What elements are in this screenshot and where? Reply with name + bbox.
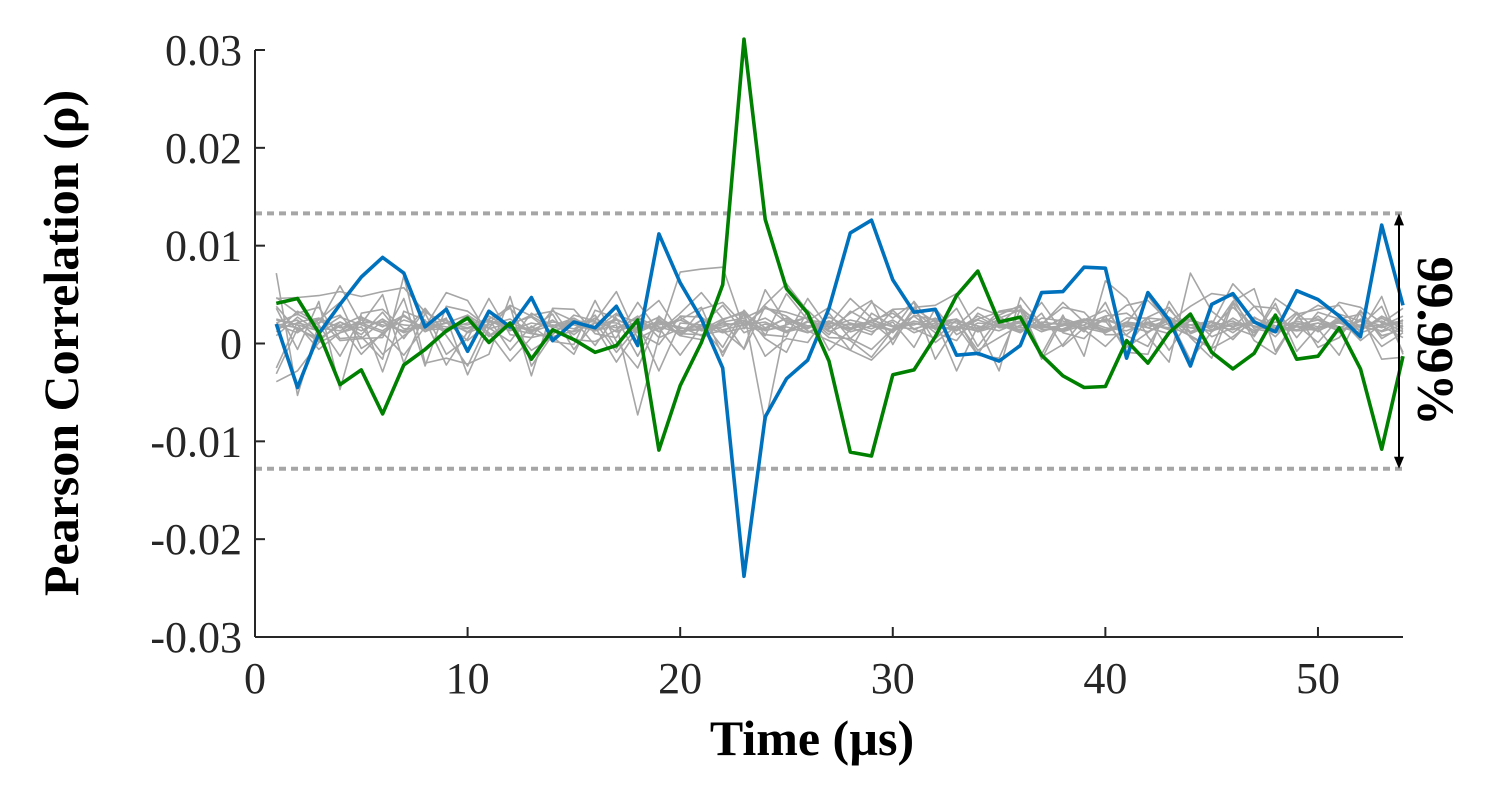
x-tick-label: 20 [658, 654, 702, 703]
series-line-gray [275, 300, 1404, 391]
x-tick-label: 30 [871, 654, 915, 703]
y-tick-label: 0.02 [165, 124, 242, 173]
x-tick-label: 40 [1083, 654, 1127, 703]
series-layer [274, 37, 1405, 579]
y-tick-label: -0.02 [150, 515, 242, 564]
x-tick-label: 50 [1296, 654, 1340, 703]
confidence-label: 99.99% [1406, 257, 1463, 426]
confidence-annotation: 99.99% [1394, 213, 1463, 469]
x-axis-label: Time (µs) [710, 710, 914, 766]
arrow-down-icon [1394, 456, 1404, 469]
y-tick-label: 0.03 [165, 26, 242, 75]
arrow-up-icon [1394, 213, 1404, 226]
x-tick-label: 10 [446, 654, 490, 703]
series-line-gray [275, 301, 1404, 358]
series-line-green [275, 37, 1405, 458]
y-tick-label: 0 [220, 320, 242, 369]
series-line-blue [274, 218, 1405, 579]
ticks-layer: -0.03 -0.02 -0.01 0 0.01 0.02 0.03 0 10 20 30 40 50 [150, 26, 1340, 703]
series-line-gray [275, 316, 1404, 337]
y-axis-label: Pearson Correlation (ρ) [33, 90, 89, 596]
y-tick-label: -0.03 [150, 613, 242, 662]
y-tick-label: 0.01 [165, 222, 242, 271]
x-tick-label: 0 [244, 654, 266, 703]
axes-layer [254, 50, 1403, 638]
y-tick-label: -0.01 [150, 417, 242, 466]
